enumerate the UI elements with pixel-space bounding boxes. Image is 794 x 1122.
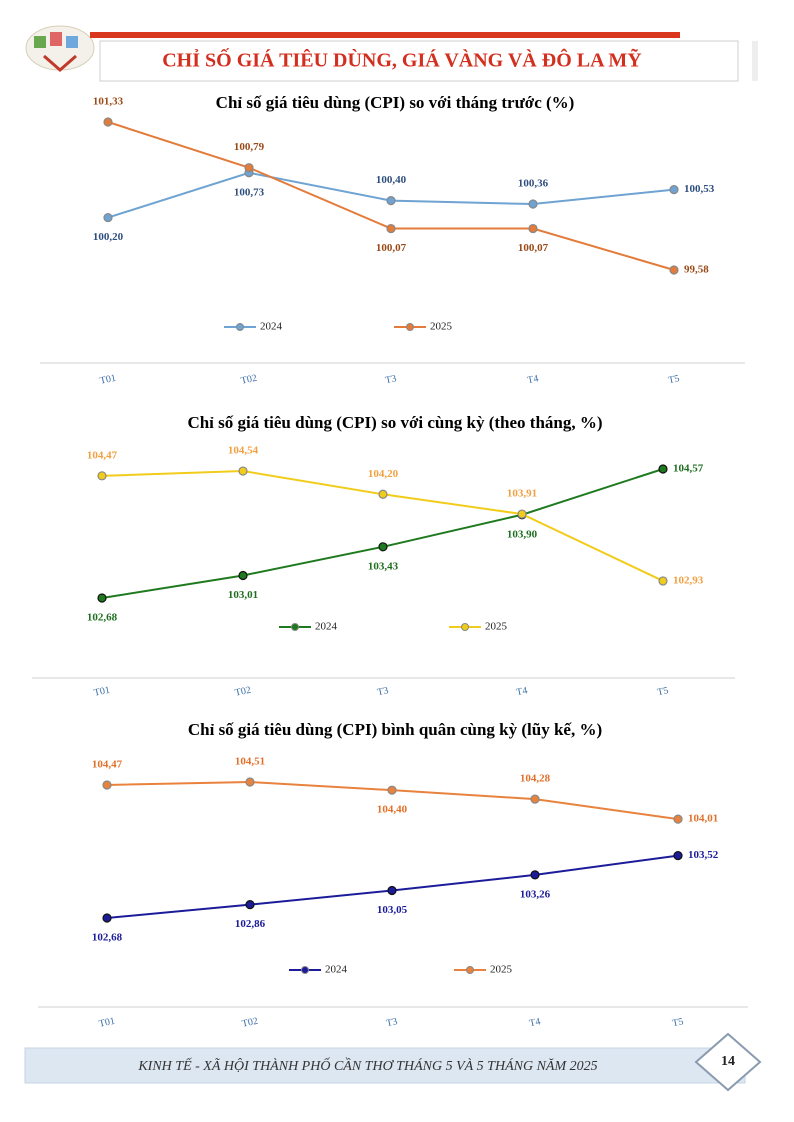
- point: [244, 163, 254, 173]
- point: [238, 570, 248, 581]
- data-label: 102,93: [673, 574, 704, 586]
- point: [658, 464, 668, 474]
- x-tick-label: T5: [667, 373, 680, 386]
- data-label: 102,86: [235, 918, 266, 930]
- legend-label: 2024: [260, 321, 283, 333]
- point: [669, 185, 679, 195]
- data-label: 104,47: [92, 759, 123, 771]
- legend-marker: [291, 623, 299, 631]
- data-label: 102,68: [92, 932, 123, 944]
- x-tick-label: T4: [528, 1016, 541, 1029]
- point: [102, 780, 112, 790]
- x-tick-label: T01: [93, 685, 111, 699]
- point: [528, 223, 538, 234]
- data-label: 104,01: [688, 813, 718, 825]
- x-tick-label: T02: [234, 685, 252, 699]
- x-tick-label: T01: [98, 1016, 116, 1030]
- point: [103, 212, 113, 223]
- footer-box: [24, 1047, 746, 1084]
- data-label: 104,47: [87, 449, 118, 461]
- data-label: 104,51: [235, 756, 265, 768]
- point: [378, 489, 388, 499]
- point: [387, 785, 397, 795]
- x-tick-label: T5: [671, 1016, 684, 1029]
- legend-marker: [301, 966, 309, 974]
- logo: [25, 25, 95, 72]
- data-label: 100,36: [518, 178, 549, 190]
- data-label: 103,52: [688, 849, 719, 861]
- point: [669, 265, 679, 275]
- data-label: 100,20: [93, 231, 124, 243]
- x-tick-label: T3: [385, 1016, 398, 1029]
- x-tick-label: T4: [526, 373, 539, 386]
- data-label: 103,90: [507, 528, 538, 540]
- point: [386, 223, 396, 234]
- x-tick-label: T3: [376, 685, 389, 698]
- data-label: 104,57: [673, 463, 704, 475]
- point: [238, 466, 248, 476]
- x-tick-label: T01: [99, 373, 117, 387]
- header-bar: [90, 32, 680, 38]
- legend-label: 2024: [325, 964, 348, 976]
- point: [530, 870, 540, 880]
- data-label: 100,07: [376, 242, 407, 254]
- point: [517, 509, 527, 519]
- data-label: 103,05: [377, 904, 408, 916]
- data-label: 104,54: [228, 445, 259, 457]
- point: [245, 900, 255, 910]
- legend-label: 2025: [430, 321, 453, 333]
- footer-text: KINH TẾ - XÃ HỘI THÀNH PHỐ CẦN THƠ THÁNG…: [137, 1056, 597, 1074]
- header-box: [99, 40, 739, 82]
- point: [528, 199, 538, 209]
- point: [97, 471, 107, 481]
- point: [386, 196, 396, 206]
- legend-marker: [406, 323, 414, 331]
- page-badge: 14: [694, 1032, 762, 1092]
- data-label: 101,33: [93, 96, 124, 108]
- data-label: 103,43: [368, 560, 399, 572]
- data-label: 100,53: [684, 183, 715, 195]
- data-label: 104,28: [520, 773, 551, 785]
- legend-label: 2025: [485, 621, 508, 633]
- x-tick-label: T4: [515, 685, 528, 698]
- point: [387, 885, 397, 896]
- page-title: CHỈ SỐ GIÁ TIÊU DÙNG, GIÁ VÀNG VÀ ĐÔ LA …: [162, 48, 642, 72]
- data-label: 103,26: [520, 888, 551, 900]
- legend-marker: [236, 323, 244, 331]
- legend-label: 2024: [315, 621, 338, 633]
- point: [103, 117, 113, 127]
- chart-title: Chỉ số giá tiêu dùng (CPI) bình quân cùn…: [188, 720, 602, 739]
- data-label: 99,58: [684, 264, 709, 276]
- x-tick-label: T5: [656, 685, 669, 698]
- legend-marker: [466, 966, 474, 974]
- point: [658, 576, 668, 586]
- point: [530, 794, 540, 804]
- point: [102, 913, 112, 923]
- point: [673, 814, 683, 824]
- point: [673, 850, 683, 861]
- chart-title: Chỉ số giá tiêu dùng (CPI) so với cùng k…: [187, 413, 602, 432]
- point: [97, 593, 107, 603]
- x-tick-label: T02: [240, 373, 258, 387]
- page-number: 14: [721, 1054, 735, 1069]
- data-label: 100,07: [518, 242, 549, 254]
- data-label: 103,01: [228, 589, 258, 601]
- data-label: 102,68: [87, 612, 118, 624]
- data-label: 100,73: [234, 186, 265, 198]
- legend-label: 2025: [490, 964, 513, 976]
- legend-marker: [461, 623, 469, 631]
- series-line: [101, 468, 664, 599]
- point: [245, 777, 255, 787]
- data-label: 103,91: [507, 488, 537, 500]
- data-label: 100,79: [234, 141, 265, 153]
- data-label: 104,20: [368, 468, 399, 480]
- header-edge: [752, 41, 758, 81]
- chart-title: Chỉ số giá tiêu dùng (CPI) so với tháng …: [216, 93, 575, 112]
- x-tick-label: T3: [384, 373, 397, 386]
- data-label: 100,40: [376, 174, 407, 186]
- point: [378, 542, 388, 552]
- data-label: 104,40: [377, 804, 408, 816]
- x-tick-label: T02: [241, 1016, 259, 1030]
